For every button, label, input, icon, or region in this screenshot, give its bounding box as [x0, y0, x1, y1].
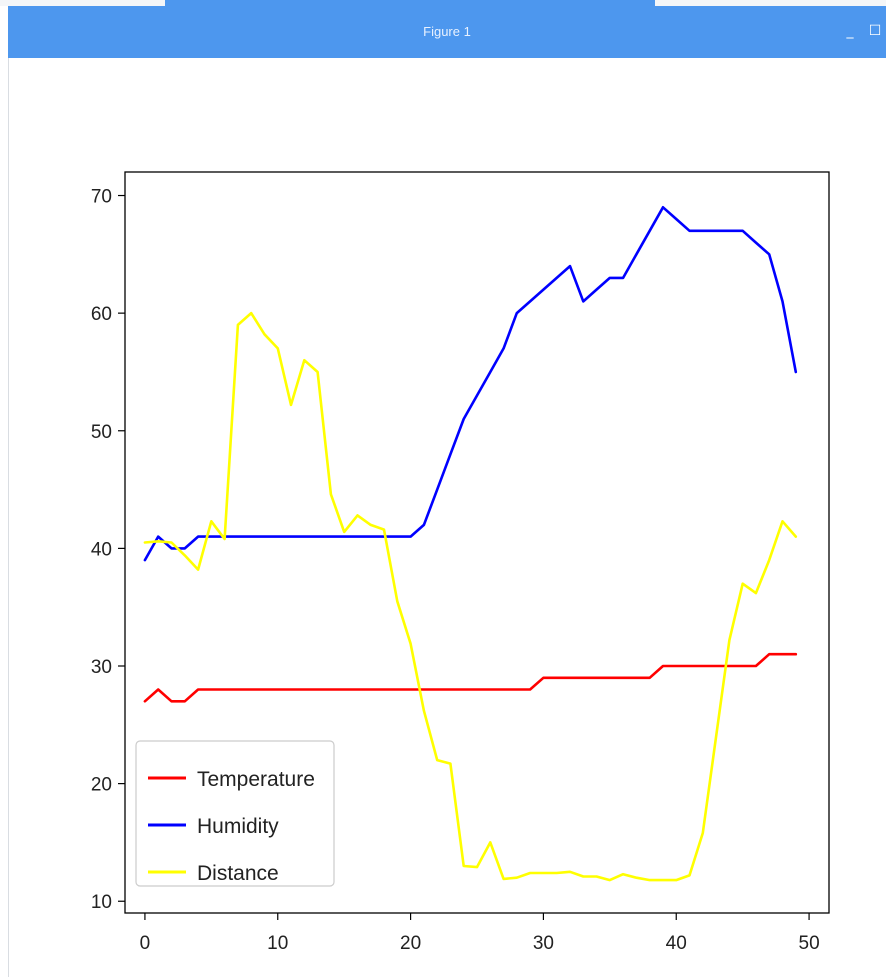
y-tick-label: 40 — [91, 539, 112, 560]
x-tick-label: 40 — [666, 933, 687, 954]
window-titlebar[interactable]: Figure 1 _ ☐ — [8, 6, 886, 58]
y-tick-label: 60 — [91, 304, 112, 325]
series-line-distance — [143, 311, 798, 882]
y-tick-label: 30 — [91, 657, 112, 678]
series-lines-group — [143, 206, 798, 882]
window-tab-strip — [165, 0, 655, 6]
x-tick-label: 30 — [533, 933, 554, 954]
legend-label-temperature: Temperature — [197, 768, 315, 791]
x-tick-label: 50 — [799, 933, 820, 954]
x-tick-label: 10 — [267, 933, 288, 954]
maximize-icon[interactable]: ☐ — [868, 23, 882, 39]
series-line-temperature — [143, 652, 798, 703]
series-line-humidity — [143, 206, 798, 562]
window-title: Figure 1 — [423, 24, 471, 39]
line-chart: 0 10 20 30 40 50 10 20 30 40 50 60 70 Temperature Hum… — [91, 171, 830, 954]
window-left-border — [8, 58, 9, 977]
legend-label-distance: Distance — [197, 862, 279, 885]
legend: Temperature Humidity Distance — [135, 740, 335, 887]
y-tick-label: 70 — [91, 187, 112, 208]
x-tick-label: 20 — [400, 933, 421, 954]
window-top-strip — [0, 0, 886, 6]
x-tick-label: 0 — [140, 933, 151, 954]
y-tick-label: 20 — [91, 775, 112, 796]
y-tick-label: 10 — [91, 892, 112, 913]
legend-label-humidity: Humidity — [197, 815, 279, 838]
figure-canvas: 0 10 20 30 40 50 10 20 30 40 50 60 70 Temperature Hum… — [9, 58, 886, 977]
y-tick-label: 50 — [91, 422, 112, 443]
minimize-icon[interactable]: _ — [846, 23, 854, 39]
ticks-group: 0 10 20 30 40 50 10 20 30 40 50 60 70 — [91, 187, 820, 954]
